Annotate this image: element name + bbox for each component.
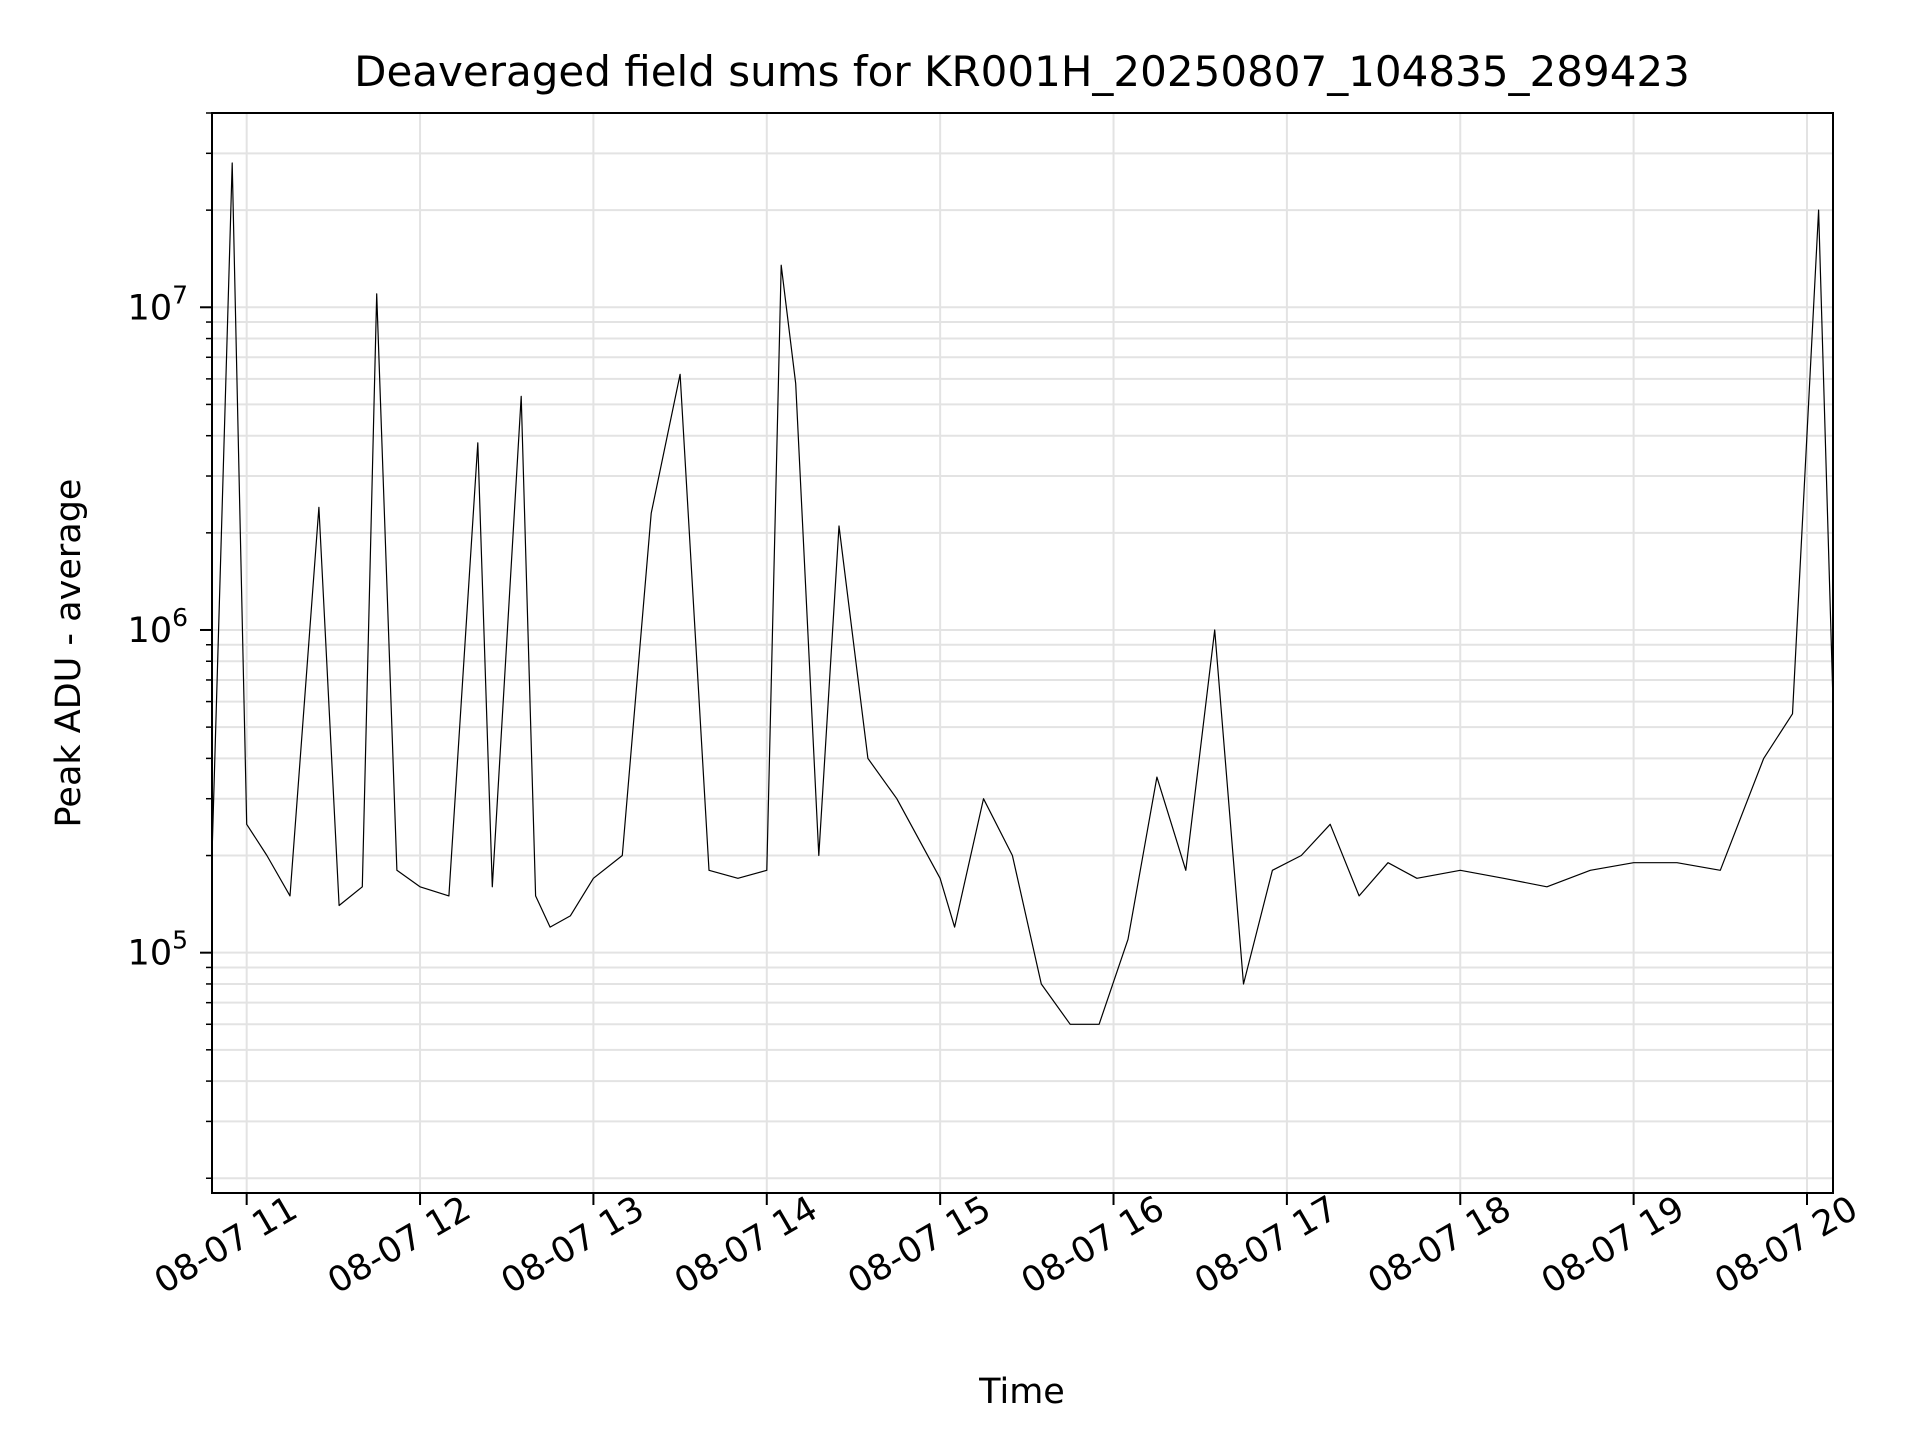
plot-frame (211, 112, 1834, 1194)
y-tick-label: 105 (128, 926, 188, 974)
grid (212, 112, 1833, 1193)
y-tick-label: 106 (128, 603, 188, 651)
chart-title: Deaveraged field sums for KR001H_2025080… (354, 47, 1690, 96)
y-tick-label: 107 (128, 280, 188, 328)
y-axis: 105 106 107 (128, 112, 212, 1179)
x-axis-label: Time (978, 1372, 1065, 1412)
series-line (211, 162, 1834, 1025)
y-axis-label: Peak ADU - average (49, 479, 89, 828)
